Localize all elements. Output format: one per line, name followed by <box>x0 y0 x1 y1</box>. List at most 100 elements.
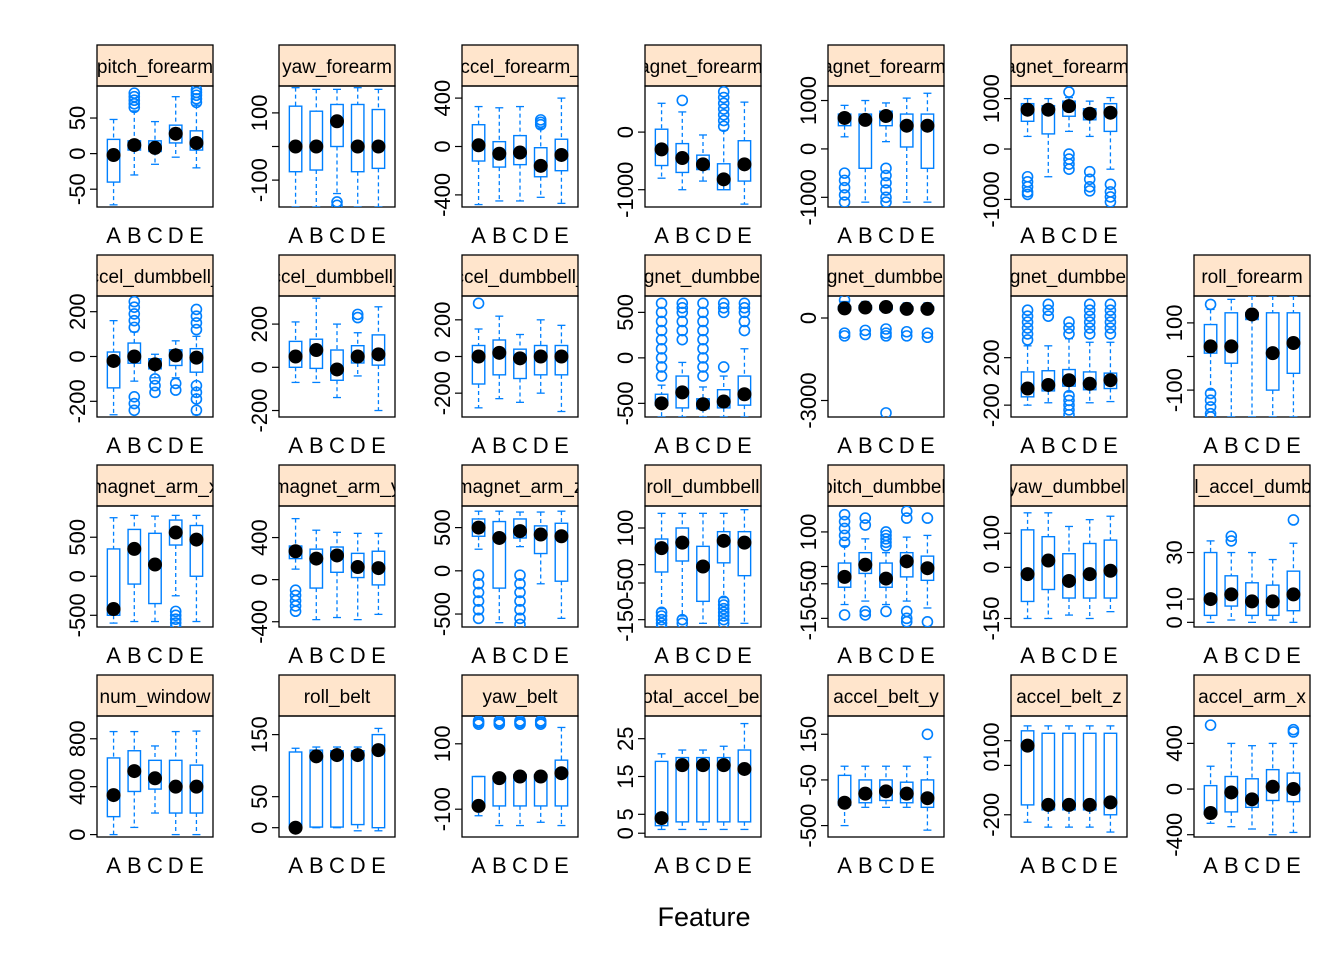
x-tick-label: E <box>371 223 386 248</box>
box-group <box>471 510 569 627</box>
outlier-point <box>1104 178 1117 191</box>
box <box>899 113 914 148</box>
outlier-point <box>717 114 730 127</box>
x-tick-label: D <box>350 853 366 878</box>
median-dot <box>350 139 365 154</box>
box <box>920 113 935 169</box>
outlier-point <box>655 315 668 328</box>
strip-background <box>827 674 945 717</box>
y-tick-label: 0 <box>247 822 272 834</box>
outlier-point <box>190 86 203 96</box>
x-tick-label: D <box>716 853 732 878</box>
x-tick-label: E <box>920 853 935 878</box>
outlier-point <box>1204 407 1217 417</box>
outlier-point <box>1063 163 1075 175</box>
y-tick-label: 400 <box>1162 725 1187 762</box>
outlier-point <box>697 370 709 382</box>
outlier-point <box>169 605 182 618</box>
outlier-point <box>697 324 709 337</box>
median-dot <box>513 351 527 366</box>
x-tick-label: E <box>1286 853 1301 878</box>
box <box>106 757 121 818</box>
median-dot <box>654 811 669 826</box>
outlier-point <box>717 109 730 121</box>
outlier-point <box>1063 316 1075 328</box>
median-dot <box>837 110 852 125</box>
y-tick-label: 0 <box>613 352 638 364</box>
median-dot <box>737 535 752 550</box>
median-dot <box>288 820 303 835</box>
box <box>675 756 690 823</box>
x-tick-label: E <box>737 223 752 248</box>
y-tick-label: -3000 <box>796 372 821 428</box>
strip-background <box>827 44 945 87</box>
box <box>1203 551 1218 617</box>
outlier-point <box>676 333 689 346</box>
median-dot <box>899 118 914 133</box>
plot-frame <box>644 85 762 208</box>
outlier-point <box>472 612 485 625</box>
median-dot <box>189 532 204 547</box>
median-dot <box>675 758 690 773</box>
outlier-point <box>190 323 203 336</box>
x-tick-label: A <box>471 853 486 878</box>
strip-background <box>827 464 945 507</box>
box <box>1082 542 1097 599</box>
median-dot <box>920 791 935 806</box>
y-tick-label: 200 <box>430 301 455 338</box>
box <box>330 750 344 828</box>
x-tick-label: A <box>288 853 303 878</box>
x-tick-label: A <box>1020 433 1035 458</box>
outlier-point <box>717 306 730 319</box>
x-tick-label: A <box>654 853 669 878</box>
plot-frame <box>96 505 214 628</box>
plot-frame <box>827 295 945 418</box>
median-dot <box>554 147 569 162</box>
y-tick-label: -500 <box>613 381 638 425</box>
plot-frame <box>1010 295 1128 418</box>
outlier-point <box>1021 328 1034 340</box>
box-group <box>1020 512 1118 620</box>
median-dot <box>858 557 873 572</box>
panel-title: yaw_dumbbell <box>1008 477 1129 498</box>
box <box>309 110 324 171</box>
outlier-point <box>128 321 141 334</box>
box-group <box>837 296 935 417</box>
outlier-point <box>1083 322 1096 334</box>
x-tick-label: C <box>695 223 711 248</box>
box <box>554 344 569 376</box>
outlier-point <box>1287 723 1300 736</box>
strip-background <box>96 44 214 87</box>
panel-title: accel_belt_y <box>833 687 939 708</box>
outlier-point <box>717 595 730 608</box>
y-tick-label: 0 <box>65 570 90 582</box>
box <box>189 524 204 577</box>
x-tick-label: D <box>1082 433 1098 458</box>
median-dot <box>696 559 710 574</box>
outlier-point <box>900 330 913 342</box>
x-tick-label: B <box>127 223 142 248</box>
panel-15: magnet_arm_z -500 0 500 A B C D E <box>430 464 584 668</box>
panel-title: pitch_forearm <box>97 57 213 78</box>
panel-22: yaw_belt -100 100 A B C D E <box>430 674 579 878</box>
outlier-point <box>738 306 751 319</box>
x-tick-label: D <box>1265 433 1281 458</box>
outlier-point <box>697 306 709 319</box>
x-tick-label: A <box>654 223 669 248</box>
box <box>920 779 935 809</box>
x-tick-label: E <box>189 223 204 248</box>
box-group <box>1020 725 1118 833</box>
panel-19: total_accel_dumbbell 0 10 30 A B C D E <box>1162 464 1311 668</box>
outlier-point <box>1287 514 1300 526</box>
panel-title: magnet_arm_z <box>457 477 584 498</box>
panel-title: num_window <box>100 687 211 708</box>
y-tick-label: 15 <box>613 764 638 788</box>
x-tick-label: C <box>329 433 345 458</box>
x-tick-label: E <box>1103 223 1118 248</box>
median-dot <box>288 544 303 559</box>
median-dot <box>879 109 893 124</box>
x-tick-label: D <box>899 643 915 668</box>
plot-frame <box>1010 505 1128 628</box>
outlier-point <box>921 327 934 339</box>
outlier-point <box>655 613 668 626</box>
